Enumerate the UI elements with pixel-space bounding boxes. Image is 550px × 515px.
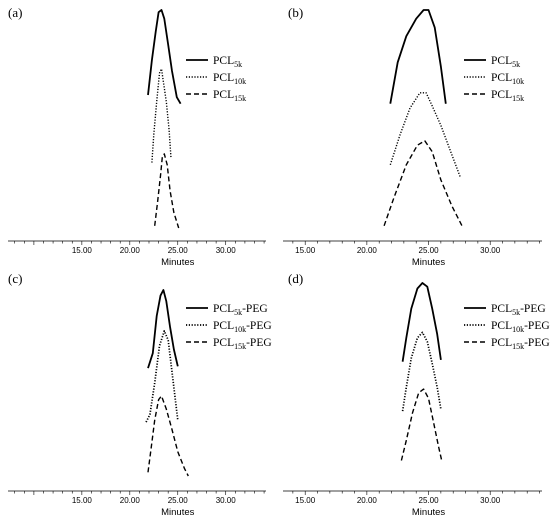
- x-tick-label: 15.00: [72, 246, 93, 255]
- series-line-15k: [383, 140, 464, 229]
- legend-entry: PCL5k: [213, 55, 242, 69]
- series-line-5k: [147, 9, 182, 105]
- x-tick-label: 30.00: [216, 246, 237, 255]
- legend-suffix: -PEG: [524, 337, 550, 349]
- panel-label: (b): [288, 5, 303, 20]
- legend-subscript: 15k: [234, 342, 246, 351]
- x-tick-label: 25.00: [168, 496, 189, 505]
- legend-name: PCL: [491, 55, 512, 67]
- legend-suffix: -PEG: [246, 337, 272, 349]
- legend-entry: PCL10k-PEG: [491, 320, 550, 334]
- legend-subscript: 5k: [234, 60, 242, 69]
- x-tick-label: 25.00: [168, 246, 189, 255]
- legend-entry: PCL5k-PEG: [491, 303, 546, 317]
- legend-name: PCL: [213, 72, 234, 84]
- legend-name: PCL: [213, 303, 234, 315]
- panel-label: (a): [8, 5, 22, 20]
- x-tick-label: 20.00: [120, 246, 141, 255]
- series-line-15k: [154, 153, 180, 229]
- legend-entry: PCL15k: [491, 89, 524, 103]
- series-line-10k-peg: [401, 331, 442, 412]
- legend-subscript: 10k: [234, 325, 246, 334]
- x-tick-label: 20.00: [120, 496, 141, 505]
- legend-subscript: 10k: [512, 325, 524, 334]
- legend-name: PCL: [213, 89, 234, 101]
- series-line-10k-peg: [145, 330, 179, 423]
- x-tick-label: 30.00: [480, 246, 501, 255]
- legend-name: PCL: [491, 303, 512, 315]
- chart-panel-d: (d)15.00 20.00 25.00 30.00MinutesPCL5k-PEGP…: [283, 271, 550, 515]
- legend-subscript: 15k: [512, 94, 524, 103]
- x-tick-label: 20.00: [357, 496, 378, 505]
- legend-subscript: 10k: [234, 77, 246, 86]
- x-tick-label: 20.00: [357, 246, 378, 255]
- x-tick-label: 15.00: [72, 496, 93, 505]
- legend-name: PCL: [491, 320, 512, 332]
- legend-entry: PCL15k: [213, 89, 246, 103]
- legend-suffix: -PEG: [242, 303, 268, 315]
- x-axis-label: Minutes: [412, 257, 446, 268]
- legend-entry: PCL5k-PEG: [213, 303, 268, 317]
- legend-entry: PCL15k-PEG: [213, 337, 272, 351]
- legend-name: PCL: [213, 337, 234, 349]
- series-line-15k-peg: [147, 395, 189, 477]
- x-axis-label: Minutes: [161, 257, 195, 268]
- x-tick-label: 25.00: [419, 496, 440, 505]
- panel-label: (c): [8, 271, 22, 286]
- legend-name: PCL: [491, 72, 512, 84]
- series-line-10k: [151, 68, 172, 163]
- series-line-5k-peg: [147, 289, 179, 369]
- chart-panel-b: (b)15.00 20.00 25.00 30.00MinutesPCL5kPCL10…: [283, 5, 542, 268]
- legend-entry: PCL10k: [491, 72, 524, 86]
- series-line-15k-peg: [400, 388, 443, 463]
- x-axis-label: Minutes: [412, 507, 446, 515]
- legend-entry: PCL5k: [491, 55, 520, 69]
- legend-entry: PCL10k-PEG: [213, 320, 272, 334]
- chart-panel-a: (a)15.00 20.00 25.00 30.00MinutesPCL5kPCL10…: [8, 5, 266, 268]
- x-tick-label: 25.00: [419, 246, 440, 255]
- legend-entry: PCL15k-PEG: [491, 337, 550, 351]
- x-tick-label: 30.00: [480, 496, 501, 505]
- legend-name: PCL: [491, 89, 512, 101]
- legend-suffix: -PEG: [246, 320, 272, 332]
- series-line-5k: [389, 9, 447, 104]
- x-tick-label: 15.00: [295, 496, 316, 505]
- legend-suffix: -PEG: [524, 320, 550, 332]
- legend-subscript: 5k: [512, 308, 520, 317]
- legend-subscript: 15k: [234, 94, 246, 103]
- legend-name: PCL: [491, 337, 512, 349]
- legend-subscript: 10k: [512, 77, 524, 86]
- x-tick-label: 30.00: [216, 496, 237, 505]
- legend-subscript: 5k: [512, 60, 520, 69]
- x-axis-label: Minutes: [161, 507, 195, 515]
- legend-subscript: 5k: [234, 308, 242, 317]
- chart-panel-c: (c)15.00 20.00 25.00 30.00MinutesPCL5k-PEGP…: [8, 271, 272, 515]
- series-line-10k: [389, 92, 462, 179]
- legend-suffix: -PEG: [520, 303, 546, 315]
- x-tick-label: 15.00: [295, 246, 316, 255]
- panel-label: (d): [288, 271, 303, 286]
- series-line-5k-peg: [401, 282, 442, 362]
- legend-subscript: 15k: [512, 342, 524, 351]
- legend-name: PCL: [213, 320, 234, 332]
- legend-entry: PCL10k: [213, 72, 246, 86]
- legend-name: PCL: [213, 55, 234, 67]
